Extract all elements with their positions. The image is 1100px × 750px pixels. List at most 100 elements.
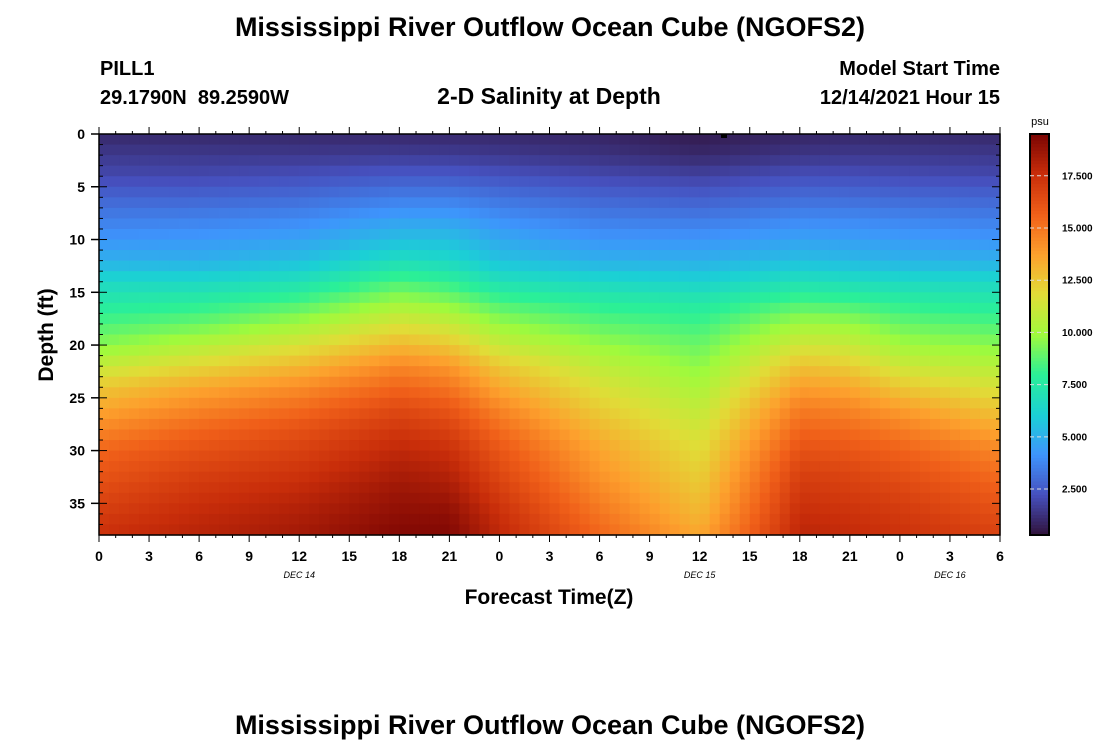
- heatmap-cell: [149, 323, 160, 336]
- heatmap-cell: [969, 250, 981, 262]
- heatmap-cell: [269, 366, 280, 378]
- heatmap-cell: [589, 408, 601, 420]
- heatmap-cell: [229, 176, 240, 188]
- heatmap-cell: [739, 323, 751, 336]
- heatmap-cell: [809, 144, 821, 156]
- heatmap-cell: [709, 144, 721, 156]
- heatmap-cell: [559, 281, 571, 293]
- heatmap-cell: [579, 503, 591, 515]
- heatmap-cell: [409, 461, 420, 473]
- heatmap-cell: [509, 302, 521, 314]
- colorbar-segment: [1030, 508, 1049, 513]
- heatmap-cell: [859, 313, 871, 325]
- heatmap-cell: [639, 482, 651, 494]
- heatmap-cell: [479, 292, 491, 304]
- heatmap-cell: [759, 302, 771, 314]
- heatmap-cell: [719, 471, 731, 483]
- heatmap-cell: [949, 271, 961, 283]
- heatmap-cell: [839, 197, 851, 209]
- heatmap-cell: [929, 376, 941, 388]
- heatmap-cell: [759, 492, 771, 504]
- heatmap-cell: [129, 207, 140, 220]
- heatmap-cell: [609, 482, 621, 494]
- heatmap-cell: [439, 513, 450, 526]
- heatmap-cell: [939, 281, 951, 293]
- heatmap-cell: [649, 418, 661, 431]
- heatmap-cell: [229, 450, 240, 462]
- heatmap-cell: [659, 197, 671, 209]
- heatmap-cell: [169, 482, 180, 494]
- heatmap-cell: [709, 260, 721, 272]
- heatmap-cell: [919, 503, 931, 515]
- heatmap-cell: [649, 239, 661, 251]
- heatmap-cell: [859, 323, 871, 336]
- heatmap-cell: [549, 450, 561, 462]
- heatmap-cell: [719, 355, 731, 367]
- heatmap-cell: [299, 376, 310, 388]
- heatmap-cell: [799, 450, 811, 462]
- heatmap-cell: [489, 186, 501, 198]
- heatmap-cell: [349, 503, 360, 515]
- heatmap-cell: [409, 281, 420, 293]
- heatmap-cell: [939, 165, 951, 177]
- heatmap-cell: [359, 376, 370, 388]
- heatmap-cell: [699, 492, 711, 504]
- heatmap-cell: [749, 461, 761, 473]
- heatmap-cell: [449, 228, 460, 241]
- heatmap-cell: [149, 513, 160, 526]
- heatmap-cell: [439, 334, 450, 346]
- heatmap-cell: [899, 387, 911, 399]
- heatmap-cell: [859, 513, 871, 526]
- heatmap-cell: [379, 302, 390, 314]
- heatmap-cell: [649, 482, 661, 494]
- heatmap-cell: [979, 450, 991, 462]
- heatmap-cell: [659, 471, 671, 483]
- heatmap-cell: [519, 134, 531, 146]
- heatmap-cell: [189, 513, 200, 526]
- heatmap-cell: [709, 313, 721, 325]
- heatmap-cell: [159, 186, 170, 198]
- heatmap-cell: [499, 429, 511, 441]
- heatmap-cell: [499, 313, 511, 325]
- heatmap-cell: [159, 418, 170, 431]
- heatmap-cell: [779, 250, 791, 262]
- heatmap-cell: [239, 334, 250, 346]
- heatmap-cell: [839, 260, 851, 272]
- heatmap-cell: [899, 302, 911, 314]
- colorbar-tick-label: 10.000: [1062, 328, 1093, 339]
- heatmap-cell: [379, 218, 390, 230]
- heatmap-cell: [169, 524, 180, 536]
- heatmap-cell: [679, 271, 691, 283]
- heatmap-cell: [519, 186, 531, 198]
- heatmap-cell: [349, 134, 360, 146]
- heatmap-cell: [139, 450, 150, 462]
- heatmap-cell: [189, 176, 200, 188]
- heatmap-cell: [729, 513, 741, 526]
- heatmap-cell: [189, 218, 200, 230]
- heatmap-cell: [229, 313, 240, 325]
- heatmap-cell: [739, 408, 751, 420]
- heatmap-cell: [749, 218, 761, 230]
- heatmap-cell: [209, 155, 220, 167]
- heatmap-cell: [159, 218, 170, 230]
- heatmap-cell: [99, 408, 110, 420]
- heatmap-cell: [329, 260, 340, 272]
- colorbar-segment: [1030, 438, 1049, 442]
- heatmap-cell: [189, 323, 200, 336]
- heatmap-cell: [449, 186, 460, 198]
- heatmap-cell: [709, 155, 721, 167]
- heatmap-cell: [159, 524, 170, 536]
- heatmap-cell: [319, 271, 330, 283]
- heatmap-cell: [169, 408, 180, 420]
- heatmap-cell: [869, 176, 881, 188]
- heatmap-cell: [429, 271, 440, 283]
- heatmap-cell: [809, 524, 821, 536]
- heatmap-cell: [679, 250, 691, 262]
- heatmap-cell: [899, 345, 911, 357]
- heatmap-cell: [689, 197, 701, 209]
- heatmap-cell: [429, 323, 440, 336]
- heatmap-cell: [759, 271, 771, 283]
- heatmap-cell: [969, 387, 981, 399]
- heatmap-cell: [259, 366, 270, 378]
- heatmap-cell: [989, 355, 1001, 367]
